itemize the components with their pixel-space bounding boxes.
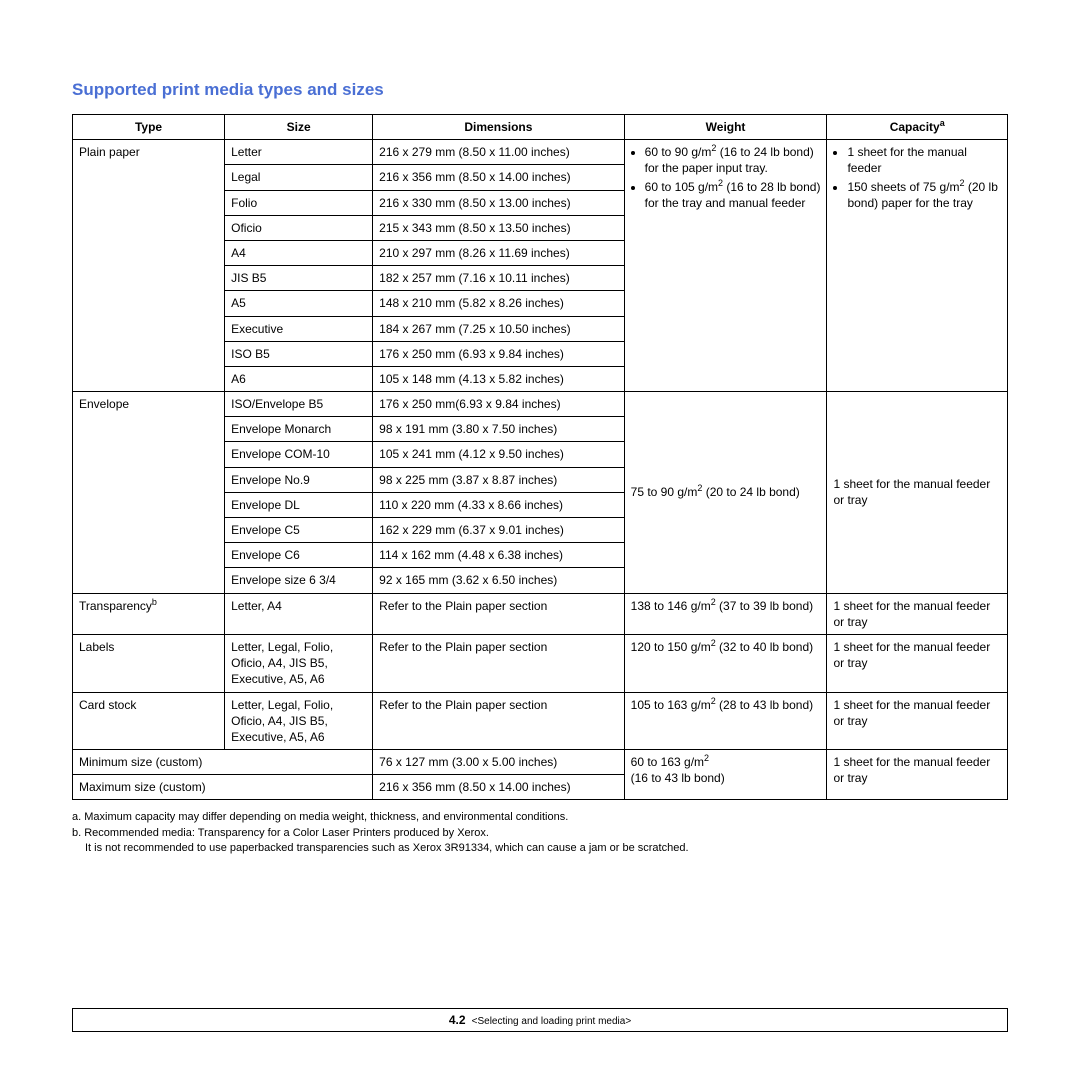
dim-cell: 98 x 191 mm (3.80 x 7.50 inches) (373, 417, 624, 442)
size-cell: Letter, Legal, Folio, Oficio, A4, JIS B5… (225, 634, 373, 692)
dim-cell: 210 x 297 mm (8.26 x 11.69 inches) (373, 240, 624, 265)
chapter-label: <Selecting and loading print media> (472, 1016, 632, 1027)
type-cell: Plain paper (73, 140, 225, 392)
type-cell: Envelope (73, 392, 225, 594)
dim-cell: Refer to the Plain paper section (373, 593, 624, 634)
table-row: Card stockLetter, Legal, Folio, Oficio, … (73, 692, 1008, 750)
table-header-row: Type Size Dimensions Weight Capacitya (73, 115, 1008, 140)
weight-cell: 105 to 163 g/m2 (28 to 43 lb bond) (624, 692, 827, 750)
dim-cell: Refer to the Plain paper section (373, 634, 624, 692)
dim-cell: 215 x 343 mm (8.50 x 13.50 inches) (373, 215, 624, 240)
dim-cell: 216 x 356 mm (8.50 x 14.00 inches) (373, 165, 624, 190)
dim-cell: 92 x 165 mm (3.62 x 6.50 inches) (373, 568, 624, 593)
section-title: Supported print media types and sizes (72, 80, 1008, 100)
footnote-b: b. Recommended media: Transparency for a… (72, 826, 1008, 841)
capacity-cell: 1 sheet for the manual feeder150 sheets … (827, 140, 1008, 392)
col-capacity-label: Capacity (890, 120, 940, 134)
col-dim: Dimensions (373, 115, 624, 140)
table-row: Minimum size (custom)76 x 127 mm (3.00 x… (73, 750, 1008, 775)
table-row: TransparencybLetter, A4Refer to the Plai… (73, 593, 1008, 634)
dim-cell: 216 x 356 mm (8.50 x 14.00 inches) (373, 775, 624, 800)
col-capacity: Capacitya (827, 115, 1008, 140)
size-cell: ISO B5 (225, 341, 373, 366)
size-cell: Letter, A4 (225, 593, 373, 634)
size-cell: Folio (225, 190, 373, 215)
dim-cell: 110 x 220 mm (4.33 x 8.66 inches) (373, 492, 624, 517)
col-weight: Weight (624, 115, 827, 140)
capacity-cell: 1 sheet for the manual feeder or tray (827, 692, 1008, 750)
table-row: Plain paperLetter216 x 279 mm (8.50 x 11… (73, 140, 1008, 165)
footnotes: a. Maximum capacity may differ depending… (72, 810, 1008, 856)
capacity-cell: 1 sheet for the manual feeder or tray (827, 634, 1008, 692)
dim-cell: 216 x 279 mm (8.50 x 11.00 inches) (373, 140, 624, 165)
dim-cell: 114 x 162 mm (4.48 x 6.38 inches) (373, 543, 624, 568)
size-cell: A5 (225, 291, 373, 316)
dim-cell: 216 x 330 mm (8.50 x 13.00 inches) (373, 190, 624, 215)
size-cell: ISO/Envelope B5 (225, 392, 373, 417)
dim-cell: 184 x 267 mm (7.25 x 10.50 inches) (373, 316, 624, 341)
media-table: Type Size Dimensions Weight Capacitya Pl… (72, 114, 1008, 800)
dim-cell: 176 x 250 mm(6.93 x 9.84 inches) (373, 392, 624, 417)
weight-cell: 138 to 146 g/m2 (37 to 39 lb bond) (624, 593, 827, 634)
dim-cell: 105 x 241 mm (4.12 x 9.50 inches) (373, 442, 624, 467)
size-cell: Envelope C5 (225, 518, 373, 543)
size-cell: Letter, Legal, Folio, Oficio, A4, JIS B5… (225, 692, 373, 750)
size-cell: Oficio (225, 215, 373, 240)
capacity-cell: 1 sheet for the manual feeder or tray (827, 750, 1008, 800)
dim-cell: Refer to the Plain paper section (373, 692, 624, 750)
type-cell: Card stock (73, 692, 225, 750)
type-cell: Maximum size (custom) (73, 775, 373, 800)
weight-cell: 120 to 150 g/m2 (32 to 40 lb bond) (624, 634, 827, 692)
size-cell: Envelope No.9 (225, 467, 373, 492)
dim-cell: 98 x 225 mm (3.87 x 8.87 inches) (373, 467, 624, 492)
size-cell: Letter (225, 140, 373, 165)
footnote-a: a. Maximum capacity may differ depending… (72, 810, 1008, 825)
type-cell: Labels (73, 634, 225, 692)
col-capacity-sup: a (940, 118, 945, 128)
capacity-cell: 1 sheet for the manual feeder or tray (827, 392, 1008, 594)
size-cell: Envelope C6 (225, 543, 373, 568)
size-cell: Envelope Monarch (225, 417, 373, 442)
page-number: 4.2 (449, 1013, 466, 1027)
type-cell: Minimum size (custom) (73, 750, 373, 775)
col-size: Size (225, 115, 373, 140)
dim-cell: 148 x 210 mm (5.82 x 8.26 inches) (373, 291, 624, 316)
dim-cell: 105 x 148 mm (4.13 x 5.82 inches) (373, 366, 624, 391)
size-cell: A6 (225, 366, 373, 391)
size-cell: Executive (225, 316, 373, 341)
dim-cell: 162 x 229 mm (6.37 x 9.01 inches) (373, 518, 624, 543)
dim-cell: 176 x 250 mm (6.93 x 9.84 inches) (373, 341, 624, 366)
size-cell: Envelope size 6 3/4 (225, 568, 373, 593)
capacity-cell: 1 sheet for the manual feeder or tray (827, 593, 1008, 634)
size-cell: Envelope COM-10 (225, 442, 373, 467)
weight-cell: 60 to 90 g/m2 (16 to 24 lb bond) for the… (624, 140, 827, 392)
table-row: EnvelopeISO/Envelope B5176 x 250 mm(6.93… (73, 392, 1008, 417)
weight-cell: 75 to 90 g/m2 (20 to 24 lb bond) (624, 392, 827, 594)
col-type: Type (73, 115, 225, 140)
footnote-b-cont: It is not recommended to use paperbacked… (85, 841, 1008, 856)
weight-cell: 60 to 163 g/m2(16 to 43 lb bond) (624, 750, 827, 800)
page-footer: 4.2 <Selecting and loading print media> (72, 1008, 1008, 1032)
size-cell: Envelope DL (225, 492, 373, 517)
size-cell: Legal (225, 165, 373, 190)
table-row: LabelsLetter, Legal, Folio, Oficio, A4, … (73, 634, 1008, 692)
dim-cell: 182 x 257 mm (7.16 x 10.11 inches) (373, 266, 624, 291)
type-cell: Transparencyb (73, 593, 225, 634)
dim-cell: 76 x 127 mm (3.00 x 5.00 inches) (373, 750, 624, 775)
size-cell: A4 (225, 240, 373, 265)
size-cell: JIS B5 (225, 266, 373, 291)
